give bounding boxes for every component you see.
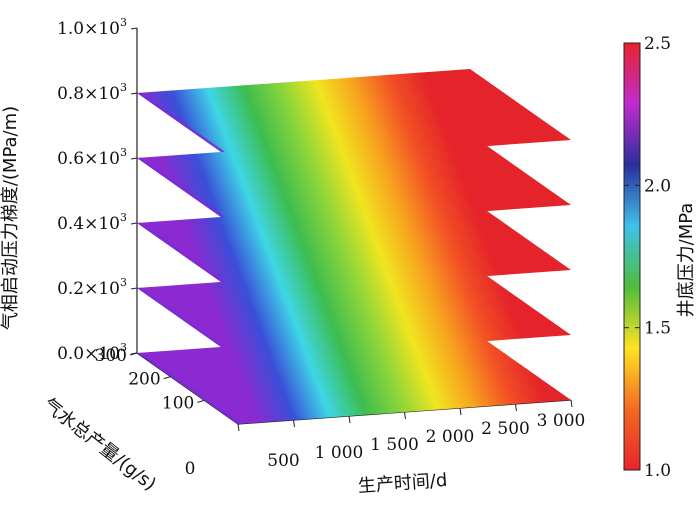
x-tick-label: 1 500 <box>370 435 419 455</box>
x-tick-label: 2 000 <box>426 427 475 447</box>
colorbar-title: 井底压力/MPa <box>676 203 697 318</box>
slice-surface <box>137 329 571 424</box>
slice-edge <box>137 287 242 359</box>
x-tick <box>404 411 406 420</box>
z-tick <box>130 157 138 160</box>
y-tick-label: 300 <box>95 346 127 366</box>
x-tick <box>459 407 462 416</box>
colorbar-tick-label: 1.0 <box>644 461 671 481</box>
z-tick-label: 0.8×103 <box>57 81 127 104</box>
colorbar-strip <box>623 42 641 471</box>
colorbar-tick-label: 2.5 <box>644 34 671 54</box>
x-tick <box>293 419 295 428</box>
y-tick-label: 100 <box>162 393 194 413</box>
x-tick-label: 2 500 <box>481 419 530 439</box>
z-tick-label: 1.0×103 <box>57 16 127 39</box>
colorbar-group: 1.0 1.5 2.0 2.5 井底压力/MPa <box>623 34 697 481</box>
colorbar-tick-label: 2.0 <box>644 176 671 196</box>
z-tick <box>130 27 138 30</box>
z-tick-label: 0.6×103 <box>57 146 127 169</box>
slice-edge <box>137 222 242 294</box>
z-tick-label: 0.0×103 <box>57 341 127 364</box>
y-tick-label: 200 <box>128 370 160 390</box>
x-tick-label: 500 <box>267 451 299 471</box>
slice-edge <box>137 92 242 164</box>
slices-group <box>137 69 571 424</box>
x-tick <box>515 403 517 412</box>
x-tick <box>237 423 240 432</box>
slice-edge <box>137 352 242 424</box>
x-tick <box>570 399 573 408</box>
y-axis-title: 气水总产量/(g/s) <box>39 394 160 495</box>
slice-edge <box>137 157 242 229</box>
y-tick <box>129 352 138 356</box>
z-tick-label: 0.4×103 <box>57 211 127 234</box>
z-tick <box>130 222 138 225</box>
x-tick <box>348 415 351 424</box>
x-axis-title: 生产时间/d <box>357 470 448 497</box>
z-tick <box>130 287 138 290</box>
x-tick-label: 3 000 <box>537 411 586 431</box>
y-tick <box>197 399 205 403</box>
z-axis-title: 气相启动压力梯度/(MPa/m) <box>0 106 21 330</box>
x-tick-label: 0 <box>185 459 196 479</box>
x-tick-label: 1 000 <box>315 443 364 463</box>
z-tick <box>130 92 138 95</box>
y-tick <box>163 376 171 380</box>
colorbar-tick-label: 1.5 <box>644 319 671 339</box>
z-tick-label: 0.2×103 <box>57 276 127 299</box>
